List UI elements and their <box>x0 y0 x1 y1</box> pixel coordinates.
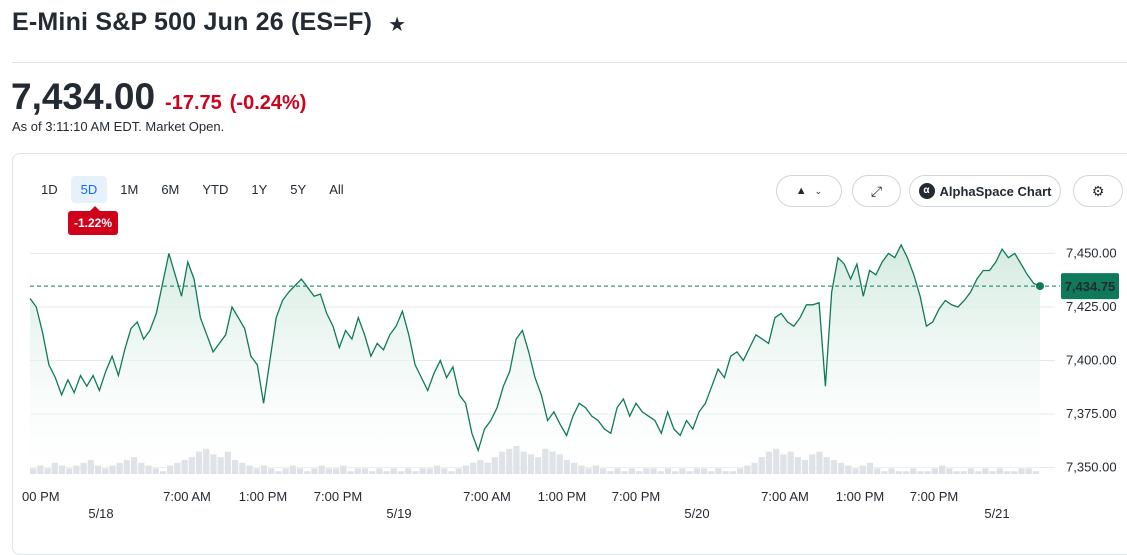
market-status: As of 3:11:10 AM EDT. Market Open. <box>12 119 225 134</box>
fullscreen-button[interactable]: ⤢ <box>852 175 901 207</box>
watchlist-star-icon[interactable]: ★ <box>388 14 407 36</box>
chart-settings-button[interactable]: ⚙ <box>1073 175 1123 207</box>
x-tick-label: 7:00 AM <box>761 489 809 504</box>
y-tick-label: 7,425.00 <box>1066 299 1117 314</box>
header-divider <box>12 62 1127 63</box>
x-tick-label: 7:00 AM <box>463 489 511 504</box>
y-tick-label: 7,375.00 <box>1066 406 1117 421</box>
date-label: 5/20 <box>684 506 709 521</box>
y-tick-label: 7,450.00 <box>1066 245 1117 260</box>
range-5y[interactable]: 5Y <box>290 182 307 197</box>
price-chart[interactable]: 7,450.00 7,425.00 7,400.00 7,375.00 7,350.00… <box>0 0 1127 526</box>
price-change: -17.75 <box>165 92 222 114</box>
range-all[interactable]: All <box>329 182 344 197</box>
x-tick-label: 7:00 PM <box>910 489 958 504</box>
range-6m[interactable]: 6M <box>161 182 180 197</box>
price-change-percent: (-0.24%) <box>229 92 307 114</box>
alphaspace-chart-button[interactable]: α AlphaSpace Chart <box>909 175 1061 207</box>
alphaspace-logo-icon: α <box>918 183 935 199</box>
chart-type-dropdown[interactable]: ▲ ⌄ <box>776 175 842 207</box>
y-tick-label: 7,350.00 <box>1066 460 1117 475</box>
price-row: 7,434.00 -17.75 (-0.24%) <box>11 76 306 118</box>
x-tick-label: 1:00 PM <box>239 489 287 504</box>
range-5d[interactable]: 5D <box>70 176 108 203</box>
expand-icon: ⤢ <box>870 182 883 199</box>
current-price-label: 7,434.75 <box>1065 279 1116 294</box>
date-label: 5/18 <box>88 506 113 521</box>
page-title: E-Mini S&P 500 Jun 26 (ES=F) <box>12 8 373 36</box>
range-1y[interactable]: 1Y <box>251 182 268 197</box>
last-point-marker <box>1036 282 1044 291</box>
x-tick-label: 7:00 AM <box>163 489 211 504</box>
x-tick-label: 7:00 PM <box>314 489 362 504</box>
performance-badge: -1.22% <box>68 206 119 235</box>
date-label: 5/19 <box>386 506 411 521</box>
range-1m[interactable]: 1M <box>120 182 139 197</box>
quote-title-row: E-Mini S&P 500 Jun 26 (ES=F) ★ <box>12 8 406 37</box>
y-tick-label: 7,400.00 <box>1066 352 1117 367</box>
x-tick-label: 7:00 PM <box>612 489 660 504</box>
price-area <box>30 244 1040 474</box>
alphaspace-label: AlphaSpace Chart <box>939 183 1052 199</box>
mountain-chart-icon: ▲ <box>795 185 807 197</box>
chevron-down-icon: ⌄ <box>814 185 823 196</box>
gear-icon: ⚙ <box>1091 182 1105 199</box>
last-price: 7,434.00 <box>11 76 156 117</box>
range-selector: 1D 5D 1M 6M YTD 1Y 5Y All <box>31 176 357 203</box>
range-ytd[interactable]: YTD <box>202 182 229 197</box>
x-tick-label: 1:00 PM <box>538 489 586 504</box>
date-label: 5/21 <box>984 506 1009 521</box>
current-price-tag <box>1061 273 1119 300</box>
x-tick-label: 1:00 PM <box>836 489 884 504</box>
price-line <box>29 243 1041 453</box>
x-tick-label: 00 PM <box>22 489 60 504</box>
range-1d[interactable]: 1D <box>41 182 58 197</box>
